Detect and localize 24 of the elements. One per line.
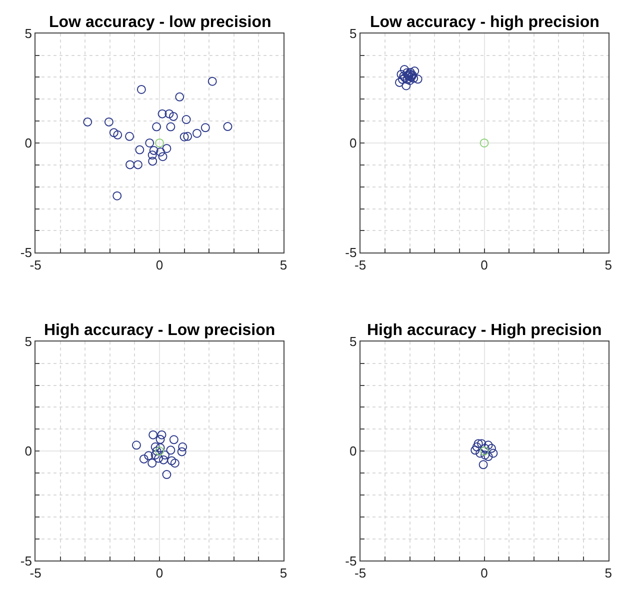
y-tick-label: 0 — [349, 444, 357, 459]
y-tick-label: 5 — [349, 26, 357, 41]
x-tick-label: 0 — [480, 565, 488, 580]
chart-title: High accuracy - High precision — [367, 322, 602, 339]
chart-title: High accuracy - Low precision — [44, 322, 276, 339]
x-tick-label: 5 — [604, 257, 612, 272]
x-tick-label: 5 — [604, 565, 612, 580]
x-tick-label: 0 — [480, 257, 488, 272]
chart-title: Low accuracy - low precision — [49, 14, 272, 31]
y-tick-label: 5 — [349, 334, 357, 349]
x-tick-label: 5 — [280, 257, 288, 272]
y-tick-label: 0 — [349, 136, 357, 151]
y-tick-label: 0 — [24, 136, 32, 151]
y-tick-label: -5 — [345, 245, 357, 260]
y-tick-label: 0 — [24, 444, 32, 459]
y-tick-label: 5 — [24, 334, 32, 349]
y-tick-label: -5 — [20, 553, 32, 568]
y-tick-label: -5 — [345, 553, 357, 568]
y-tick-label: 5 — [24, 26, 32, 41]
y-tick-label: -5 — [20, 245, 32, 260]
chart-title: Low accuracy - high precision — [370, 14, 600, 31]
x-tick-label: 0 — [156, 257, 164, 272]
x-tick-label: 0 — [156, 565, 164, 580]
x-tick-label: 5 — [280, 565, 288, 580]
